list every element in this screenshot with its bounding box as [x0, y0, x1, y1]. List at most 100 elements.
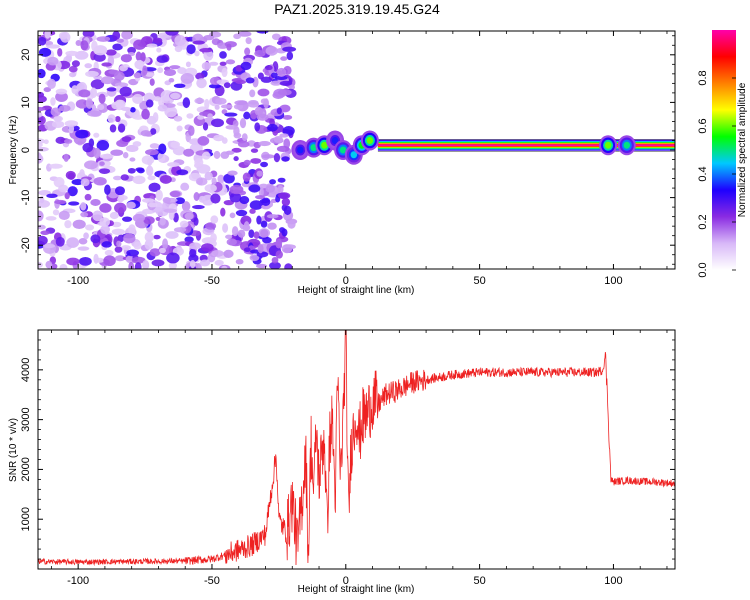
noise-blob [288, 84, 295, 90]
noise-blob [54, 199, 67, 205]
noise-blob [64, 120, 79, 127]
noise-blob [117, 196, 124, 203]
noise-blob [224, 112, 238, 117]
noise-blob [276, 67, 287, 77]
noise-blob [185, 61, 191, 68]
noise-blob [67, 186, 78, 197]
noise-blob [261, 204, 271, 210]
noise-blob [249, 200, 264, 210]
noise-blob [117, 123, 126, 133]
noise-blob [167, 162, 180, 168]
noise-blob [233, 33, 241, 40]
spectrogram-x-label: Height of straight line (km) [298, 285, 415, 296]
noise-blob [64, 138, 73, 144]
noise-blob [126, 201, 136, 209]
x-tick-label: 50 [473, 575, 485, 587]
noise-blob [245, 37, 252, 45]
noise-blob [43, 87, 52, 93]
noise-blob [165, 31, 179, 36]
noise-blob [256, 170, 264, 177]
noise-blob [235, 258, 244, 265]
noise-blob [194, 158, 204, 167]
snr-y-label: SNR (10 * v/v) [8, 418, 19, 482]
noise-blob [66, 237, 80, 248]
noise-blob [255, 195, 265, 200]
noise-blob [277, 185, 284, 194]
noise-blob [223, 249, 234, 258]
noise-blob [193, 192, 200, 201]
snr-panel: -100 -50 0 50 100 1000 2000 3000 4000 Height of … [8, 329, 676, 595]
signal-blob [321, 141, 328, 149]
noise-blob [265, 65, 273, 71]
noise-blob [265, 46, 278, 56]
noise-blob [152, 37, 163, 44]
noise-blob [279, 133, 289, 138]
noise-blob [142, 259, 150, 269]
noise-blob [225, 59, 236, 65]
noise-blob [128, 261, 135, 269]
noise-blob [38, 111, 43, 118]
noise-blob [213, 150, 221, 159]
noise-blob [204, 171, 213, 181]
snr-frame [37, 329, 676, 570]
noise-blob [239, 196, 250, 205]
noise-blob [113, 175, 122, 181]
noise-blob [286, 51, 294, 61]
noise-blob [256, 113, 269, 121]
y-tick-label: -10 [20, 190, 32, 206]
noise-blob [183, 148, 195, 157]
noise-blob [159, 175, 172, 184]
noise-blob [168, 261, 177, 269]
x-tick-label: -100 [67, 275, 89, 287]
noise-blob [240, 61, 252, 71]
noise-blob [50, 263, 58, 269]
noise-blob [237, 229, 246, 238]
noise-blob [50, 97, 56, 106]
noise-blob [266, 214, 279, 219]
noise-blob [182, 97, 191, 109]
noise-blob [256, 215, 262, 225]
noise-blob [113, 71, 125, 81]
noise-blob [162, 238, 169, 250]
noise-blob [47, 78, 56, 90]
noise-blob [221, 137, 228, 144]
noise-blob [278, 192, 291, 200]
noise-blob [211, 250, 224, 257]
noise-blob [140, 52, 146, 62]
colorbar-label: Normalized spectral amplitude [737, 82, 748, 217]
noise-blob [145, 99, 154, 108]
noise-blob [249, 254, 260, 262]
noise-blob [203, 200, 211, 206]
noise-blob [75, 129, 89, 139]
noise-blob [53, 115, 63, 122]
noise-blob [103, 255, 116, 267]
noise-blob [229, 212, 236, 219]
noise-blob [144, 239, 154, 250]
signal-blob [310, 144, 317, 152]
noise-blob [66, 257, 80, 266]
colorbar-strip [712, 30, 736, 270]
noise-blob [233, 132, 242, 139]
noise-blob [156, 47, 162, 53]
colorbar-tick-label: 0.8 [697, 70, 709, 85]
noise-blob [93, 253, 99, 264]
noise-blob [233, 103, 244, 110]
noise-blob [135, 51, 142, 62]
noise-blob [71, 178, 84, 186]
noise-blob [78, 89, 91, 98]
noise-blob [226, 43, 232, 51]
noise-blob [114, 115, 121, 123]
noise-blob [116, 240, 122, 248]
noise-blob [195, 177, 208, 186]
noise-blob [98, 168, 111, 174]
noise-blob [43, 139, 49, 145]
colorbar-tick-label: 0.2 [697, 214, 709, 229]
noise-blob [127, 46, 137, 54]
noise-blob [279, 80, 293, 86]
noise-blob [93, 176, 107, 186]
noise-blob [106, 87, 117, 92]
noise-blob [112, 31, 121, 41]
noise-blob [104, 249, 114, 256]
noise-blob [237, 141, 250, 148]
noise-blob [249, 208, 256, 214]
